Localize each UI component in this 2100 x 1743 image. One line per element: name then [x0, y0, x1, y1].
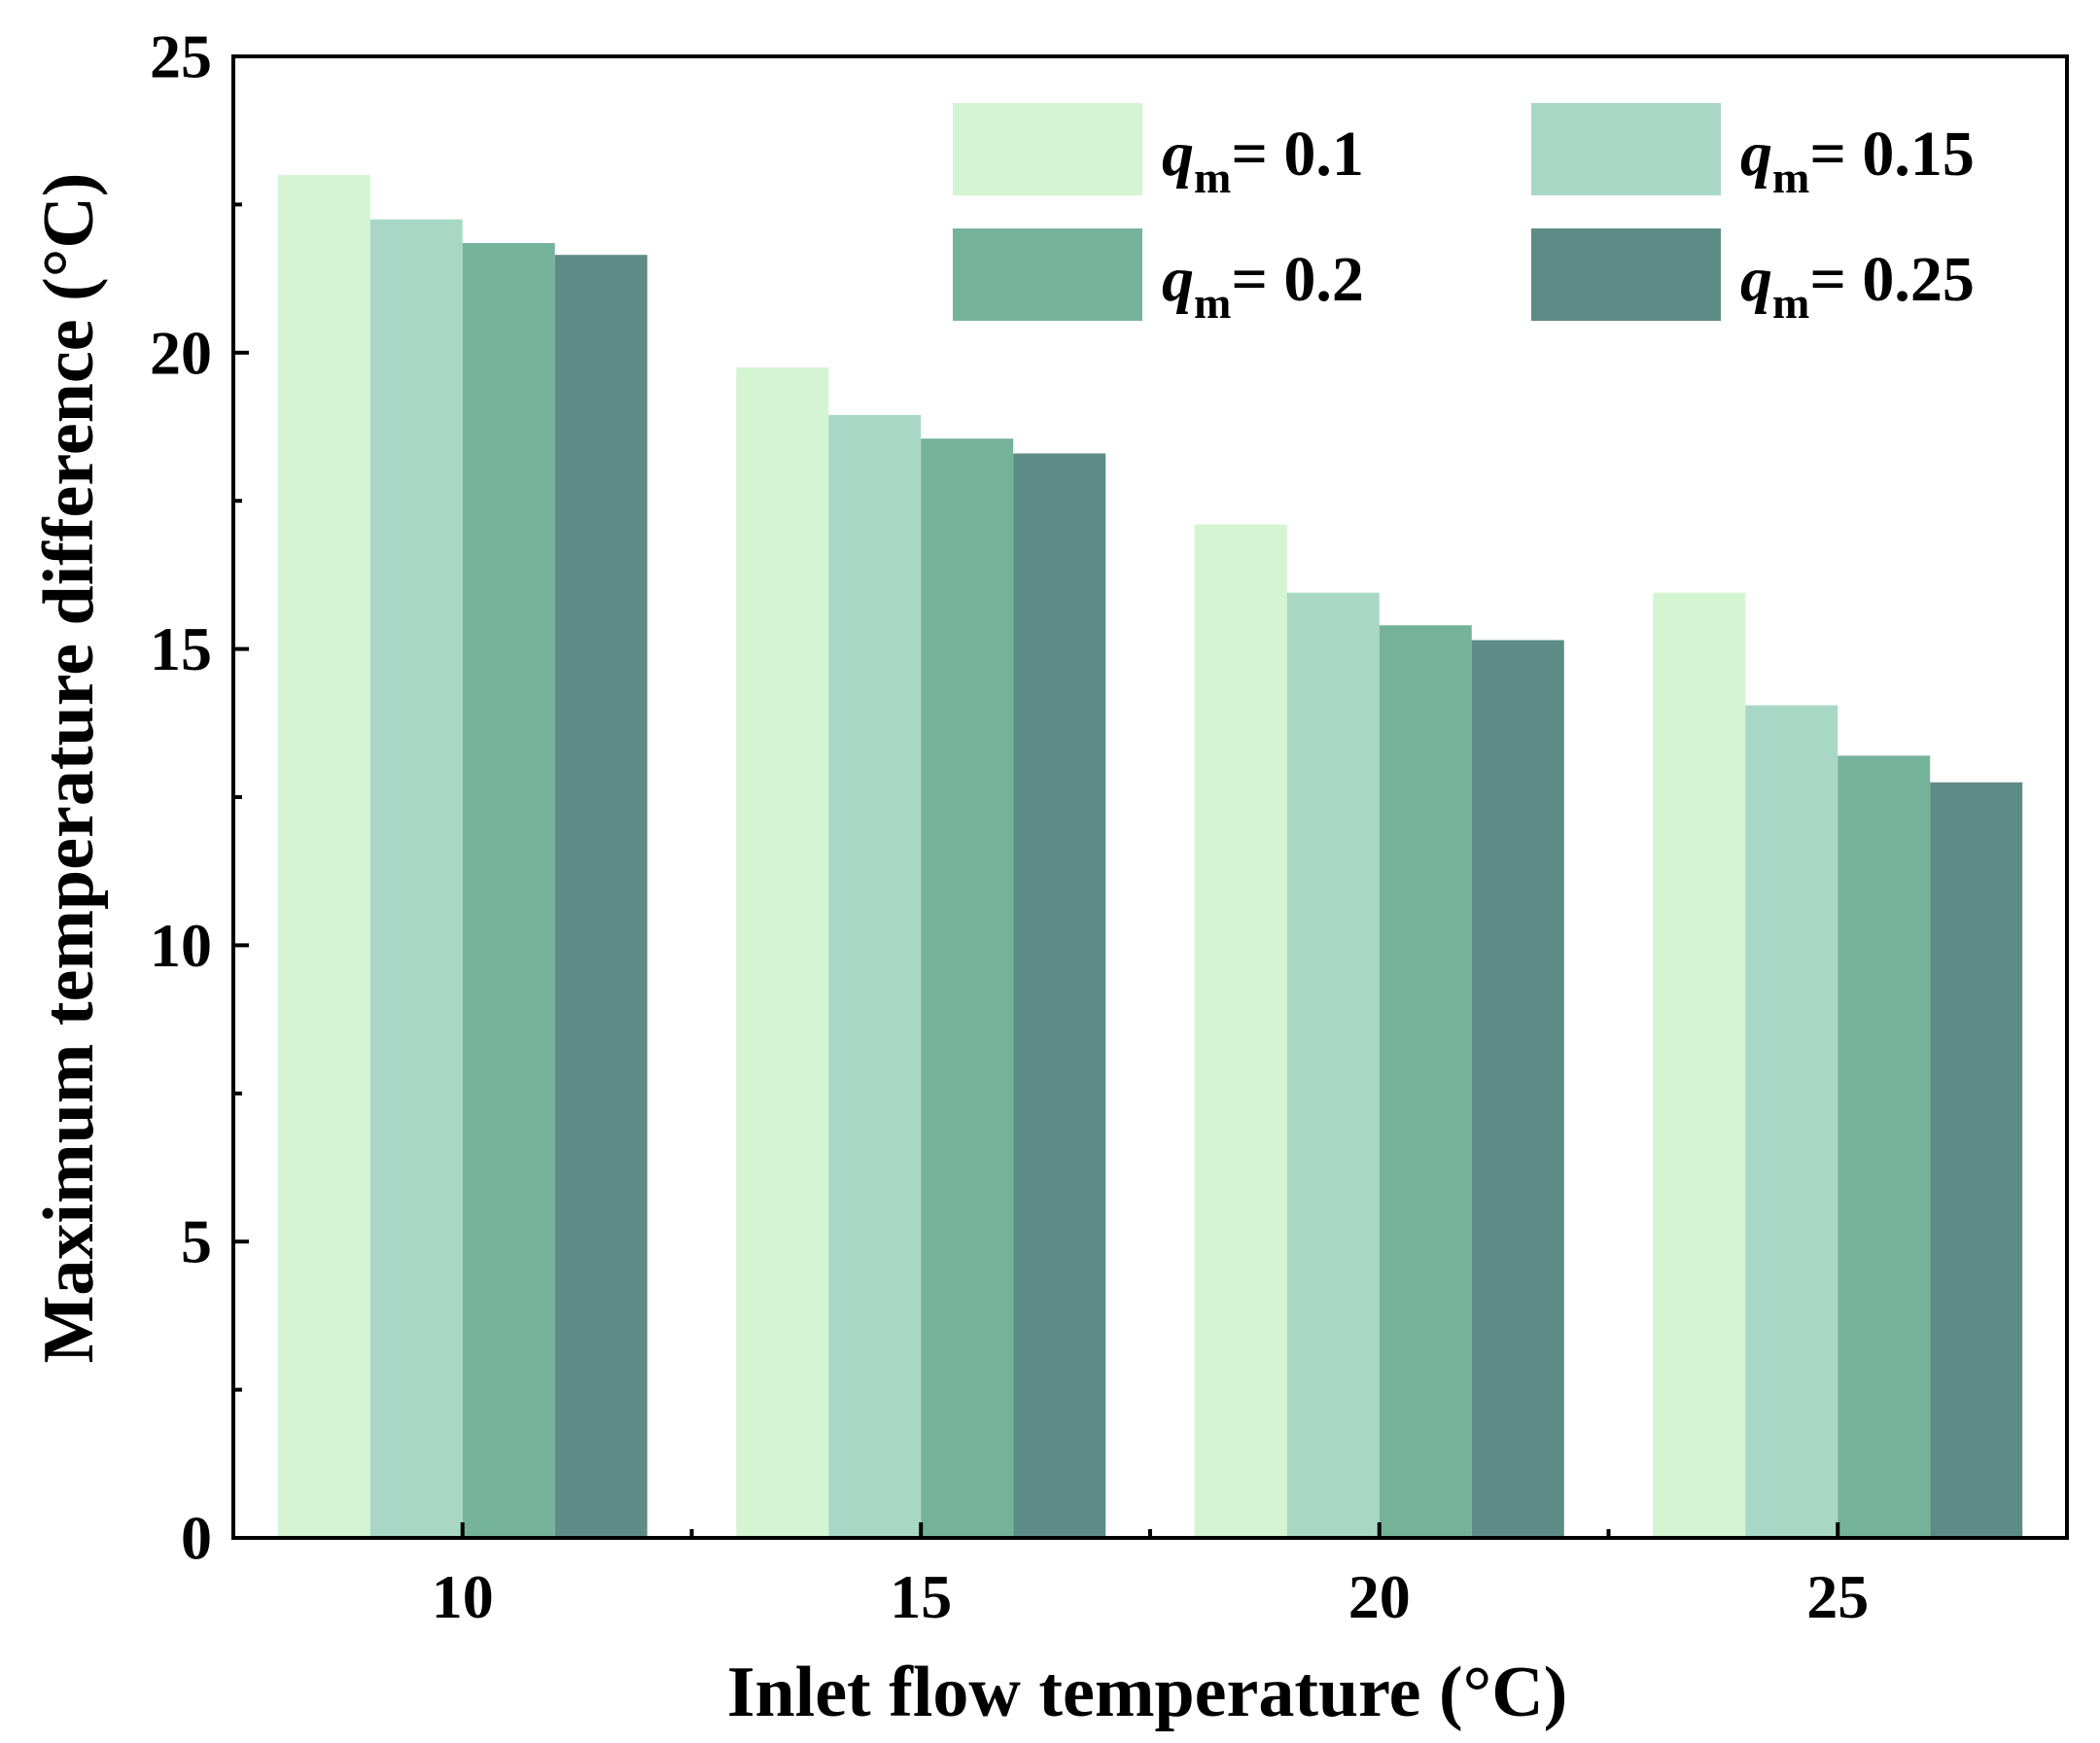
legend-subscript: m [1772, 153, 1809, 202]
legend-label: qm= 0.2 [1162, 244, 1364, 328]
legend-subscript: m [1772, 278, 1809, 328]
legend-label: qm= 0.15 [1740, 119, 1975, 202]
x-tick-label: 10 [432, 1562, 494, 1631]
bar-15-series-3 [921, 438, 1014, 1538]
legend-swatch [953, 103, 1142, 195]
bar-25-series-2 [1745, 705, 1838, 1538]
bar-15-series-1 [736, 367, 829, 1538]
bar-25-series-4 [1930, 782, 2023, 1538]
bar-15-series-2 [828, 414, 922, 1539]
legend-entry: qm= 0.15 [1531, 103, 1975, 202]
legend-entry: qm= 0.25 [1531, 228, 1975, 328]
x-tick-label: 25 [1806, 1562, 1869, 1631]
x-axis-title: Inlet flow temperature (°C) [727, 1653, 1568, 1732]
y-tick-label: 0 [181, 1504, 212, 1573]
legend-value: = 0.1 [1231, 119, 1364, 190]
bar-10-series-2 [369, 219, 463, 1538]
legend-symbol: q [1740, 119, 1772, 190]
y-tick-label: 5 [181, 1207, 212, 1276]
legend-subscript: m [1194, 278, 1231, 328]
y-tick-label: 20 [150, 318, 212, 387]
legend-label: qm= 0.1 [1162, 119, 1364, 202]
bar-20-series-1 [1194, 524, 1287, 1538]
legend-label: qm= 0.25 [1740, 244, 1975, 328]
legend-symbol: q [1740, 244, 1772, 315]
y-tick-label: 10 [150, 911, 212, 980]
y-tick-label: 15 [150, 614, 212, 683]
y-axis-title: Maximum temperature difference (°C) [29, 173, 109, 1364]
legend-entry: qm= 0.1 [953, 103, 1364, 202]
legend-subscript: m [1194, 153, 1231, 202]
axes: 0 5 10 15 20 25 10 15 20 25 [150, 22, 2069, 1631]
bar-15-series-4 [1013, 453, 1106, 1538]
bar-20-series-4 [1471, 640, 1564, 1538]
legend-symbol: q [1162, 119, 1194, 190]
bar-25-series-1 [1653, 592, 1746, 1538]
bar-20-series-3 [1379, 625, 1472, 1538]
bar-10-series-3 [462, 243, 555, 1538]
bar-25-series-3 [1838, 755, 1931, 1538]
y-tick-label: 25 [150, 22, 212, 91]
legend-value: = 0.25 [1809, 244, 1975, 315]
legend-symbol: q [1162, 244, 1194, 315]
legend-swatch [1531, 228, 1721, 321]
legend-value: = 0.2 [1231, 244, 1364, 315]
bars [277, 174, 2023, 1539]
x-tick-label: 20 [1348, 1562, 1411, 1631]
legend-value: = 0.15 [1809, 119, 1975, 190]
bar-10-series-4 [554, 255, 648, 1538]
legend-entry: qm= 0.2 [953, 228, 1364, 328]
x-tick-label: 15 [890, 1562, 952, 1631]
bar-20-series-2 [1286, 592, 1380, 1538]
legend-swatch [1531, 103, 1721, 195]
legend-swatch [953, 228, 1142, 321]
bar-10-series-1 [277, 174, 370, 1538]
